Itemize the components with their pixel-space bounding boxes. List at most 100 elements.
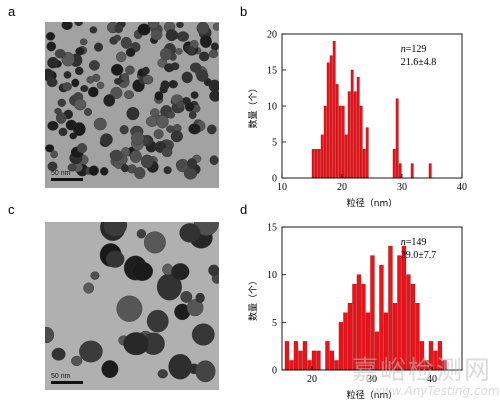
nanoparticle xyxy=(175,48,183,55)
nanoparticle xyxy=(170,130,183,143)
nanoparticle xyxy=(208,264,219,276)
y-tick-label: 10 xyxy=(267,102,277,113)
histogram-bar xyxy=(326,62,330,179)
particle-group-c xyxy=(45,222,219,383)
nanoparticle xyxy=(144,231,166,254)
histogram-bar xyxy=(353,91,357,179)
nanoparticle xyxy=(196,22,210,35)
histogram-bar xyxy=(284,341,290,371)
histogram-bar xyxy=(356,274,362,371)
nanoparticle xyxy=(165,29,178,42)
mean-size-annotation: 21.6±4.8 xyxy=(401,57,437,68)
particle-group-a xyxy=(45,22,219,180)
histogram-bar xyxy=(317,148,321,179)
nanoparticle xyxy=(153,129,164,140)
nanoparticle xyxy=(195,292,205,304)
histogram-bar xyxy=(316,350,321,371)
nanoparticle xyxy=(103,222,128,237)
histogram-bar xyxy=(329,350,335,371)
nanoparticle xyxy=(100,133,113,146)
histogram-bar xyxy=(335,84,339,179)
histogram-bar xyxy=(332,41,336,179)
nanoparticle xyxy=(84,107,93,117)
histogram-bar xyxy=(344,134,348,179)
nanoparticle xyxy=(86,76,95,84)
nanoparticle xyxy=(179,223,201,243)
nanoparticle xyxy=(114,78,122,85)
nanoparticle xyxy=(101,360,119,379)
nanoparticle xyxy=(199,34,212,49)
nanoparticle xyxy=(80,85,89,93)
nanoparticle xyxy=(191,323,215,346)
x-tick-label: 30 xyxy=(397,182,407,193)
histogram-bar xyxy=(428,163,432,179)
histogram-bar xyxy=(314,148,318,179)
panel-letter-c: c xyxy=(8,202,15,217)
histogram-bar xyxy=(415,303,420,371)
nanoparticle xyxy=(131,131,145,145)
histogram-bar xyxy=(359,105,363,179)
nanoparticle xyxy=(114,23,124,34)
histogram-d: 20 30 40 0 5 10 15 粒径（nm） 数量（个） n=149 29.0±7.7 xyxy=(247,223,463,401)
histogram-bar xyxy=(338,322,344,371)
histogram-bar xyxy=(323,105,327,179)
nanoparticle xyxy=(63,71,72,79)
nanoparticle xyxy=(142,66,150,75)
nanoparticle xyxy=(208,79,219,93)
nanoparticle xyxy=(180,291,193,303)
nanoparticle xyxy=(45,144,55,153)
nanoparticle xyxy=(146,309,169,333)
histogram-bar xyxy=(347,91,351,179)
histogram-bar xyxy=(410,284,416,371)
nanoparticle xyxy=(176,100,185,109)
y-axis-label: 数量（个） xyxy=(247,83,259,128)
histogram-bar xyxy=(388,245,393,371)
histogram-bar xyxy=(437,341,443,371)
histogram-bar xyxy=(365,127,369,179)
y-axis-label: 数量（个） xyxy=(247,276,259,321)
nanoparticle xyxy=(161,147,173,158)
histogram-bar xyxy=(352,284,357,371)
nanoparticle xyxy=(62,82,72,92)
nanoparticle xyxy=(58,127,68,137)
histogram-bar xyxy=(370,255,375,371)
nanoparticle xyxy=(125,47,136,58)
histogram-bar xyxy=(395,98,399,179)
tem-image-c: 50 nm xyxy=(45,222,219,390)
nanoparticle xyxy=(57,98,66,107)
nanoparticle xyxy=(54,107,62,115)
histogram-bar xyxy=(424,360,429,371)
nanoparticle xyxy=(189,62,202,73)
y-tick-label: 5 xyxy=(272,138,277,149)
scale-bar-label-c: 50 nm xyxy=(51,373,71,380)
histogram-bar xyxy=(338,105,342,179)
y-tick-label: 0 xyxy=(272,174,277,185)
nanoparticle xyxy=(110,86,123,99)
histogram-bar xyxy=(289,360,294,371)
nanoparticle xyxy=(166,125,175,133)
histogram-bar xyxy=(320,134,324,179)
nanoparticle xyxy=(88,165,99,176)
nanoparticle xyxy=(142,75,154,85)
nanoparticle xyxy=(100,166,109,176)
x-tick-label: 40 xyxy=(457,182,467,193)
histogram-bar xyxy=(428,341,434,371)
nanoparticle xyxy=(47,56,59,69)
nanoparticle xyxy=(147,22,160,30)
histogram-bar xyxy=(302,341,308,371)
x-axis-label: 粒径（nm） xyxy=(347,197,397,209)
nanoparticle xyxy=(157,369,168,379)
nanoparticle xyxy=(46,77,58,88)
nanoparticle xyxy=(47,161,58,172)
nanoparticle xyxy=(45,326,55,344)
nanoparticle xyxy=(47,120,59,131)
y-tick-label: 15 xyxy=(267,223,277,234)
histogram-bar xyxy=(419,341,425,371)
histogram-bar xyxy=(397,255,402,371)
nanoparticle xyxy=(120,164,129,173)
histogram-bar xyxy=(334,360,339,371)
nanoparticle xyxy=(109,149,123,162)
histogram-bar xyxy=(341,105,345,179)
panel-letter-d: d xyxy=(240,202,248,217)
